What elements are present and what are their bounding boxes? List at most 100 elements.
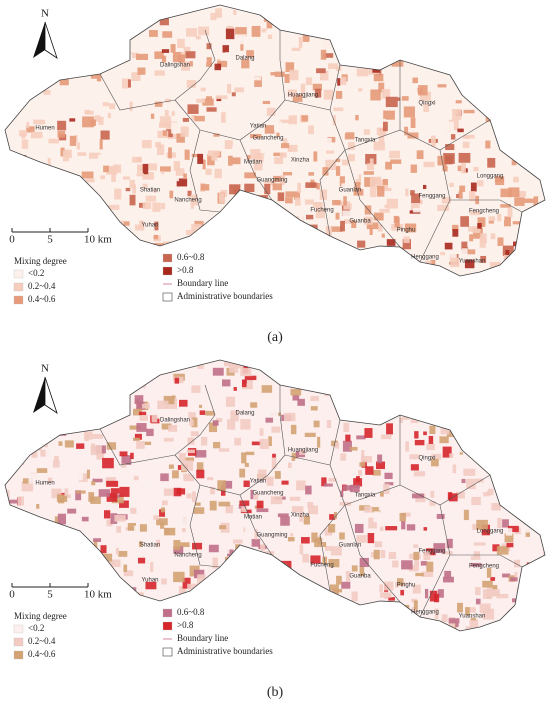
land-patch: [440, 252, 446, 256]
land-patch: [208, 268, 213, 275]
land-patch: [480, 482, 488, 492]
land-patch: [224, 597, 236, 605]
land-patch: [34, 572, 39, 583]
land-patch: [458, 79, 463, 85]
land-patch: [510, 112, 515, 122]
land-patch: [227, 7, 236, 19]
land-patch: [251, 25, 261, 37]
land-patch: [441, 5, 449, 10]
land-patch: [238, 235, 249, 245]
land-patch: [121, 455, 132, 465]
land-patch: [513, 176, 519, 183]
land-patch: [130, 614, 140, 619]
land-patch: [189, 419, 194, 426]
land-patch: [423, 527, 428, 531]
land-patch: [234, 500, 238, 509]
land-patch: [416, 150, 424, 160]
land-patch: [64, 382, 73, 390]
land-patch: [523, 233, 533, 242]
land-patch: [74, 625, 84, 631]
land-patch: [106, 480, 119, 487]
land-patch: [512, 221, 522, 225]
land-patch: [337, 78, 341, 86]
legend-label: >0.8: [177, 265, 194, 275]
place-name: Longgang: [477, 174, 504, 180]
land-patch: [470, 275, 481, 276]
land-patch: [497, 74, 503, 84]
land-patch: [199, 404, 203, 408]
land-patch: [8, 609, 14, 620]
land-patch: [291, 577, 299, 585]
land-patch: [527, 271, 536, 276]
land-patch: [319, 181, 327, 193]
land-patch: [131, 156, 142, 163]
land-patch: [441, 614, 448, 623]
land-patch: [60, 557, 66, 564]
land-patch: [410, 117, 416, 128]
land-patch: [484, 58, 489, 63]
land-patch: [356, 476, 360, 482]
land-patch: [289, 379, 300, 384]
land-patch: [225, 396, 236, 407]
land-patch: [47, 158, 51, 168]
land-patch: [523, 447, 535, 456]
land-patch: [527, 627, 538, 631]
land-patch: [544, 148, 545, 158]
land-patch: [103, 510, 111, 519]
land-patch: [228, 155, 233, 166]
land-patch: [55, 232, 67, 239]
land-patch: [252, 238, 261, 243]
place-name: Guancheng: [252, 491, 283, 497]
land-patch: [342, 159, 350, 166]
land-patch: [216, 221, 226, 230]
land-patch: [23, 566, 29, 573]
land-patch: [227, 419, 236, 430]
place-name: Yuhan: [141, 578, 158, 584]
land-patch: [85, 377, 95, 386]
land-patch: [163, 437, 174, 442]
land-patch: [127, 523, 137, 531]
land-patch: [98, 489, 110, 497]
land-patch: [368, 388, 375, 396]
land-patch: [23, 185, 31, 190]
land-patch: [272, 202, 277, 210]
land-patch: [535, 134, 544, 145]
land-patch: [147, 163, 158, 171]
land-patch: [280, 516, 290, 526]
land-patch: [349, 446, 358, 451]
land-patch: [343, 196, 347, 206]
land-patch: [493, 589, 500, 597]
legend-admin-swatch: [162, 647, 173, 657]
land-patch: [358, 88, 363, 92]
land-patch: [176, 132, 185, 143]
land-patch: [328, 524, 336, 533]
land-patch: [345, 263, 352, 270]
land-patch: [212, 367, 224, 376]
land-patch: [517, 264, 521, 270]
land-patch: [506, 367, 517, 374]
land-patch: [153, 628, 162, 631]
land-patch: [153, 234, 159, 240]
land-patch: [540, 413, 545, 422]
north-label: N: [41, 363, 49, 375]
land-patch: [244, 183, 255, 193]
land-patch: [470, 54, 481, 61]
land-patch: [297, 270, 304, 276]
land-patch: [329, 514, 336, 520]
place-name: Longgang: [477, 529, 504, 535]
land-patch: [479, 430, 485, 435]
land-patch: [179, 542, 190, 547]
land-patch: [419, 91, 431, 101]
land-patch: [102, 37, 109, 47]
land-patch: [28, 473, 40, 484]
land-patch: [89, 376, 95, 388]
land-patch: [154, 70, 165, 76]
land-patch: [246, 122, 255, 132]
land-patch: [119, 451, 128, 457]
land-patch: [460, 216, 469, 227]
land-patch: [99, 139, 103, 150]
land-patch: [224, 46, 237, 52]
land-patch: [212, 420, 219, 426]
legend-label: >0.8: [177, 620, 194, 630]
land-patch: [495, 31, 508, 40]
